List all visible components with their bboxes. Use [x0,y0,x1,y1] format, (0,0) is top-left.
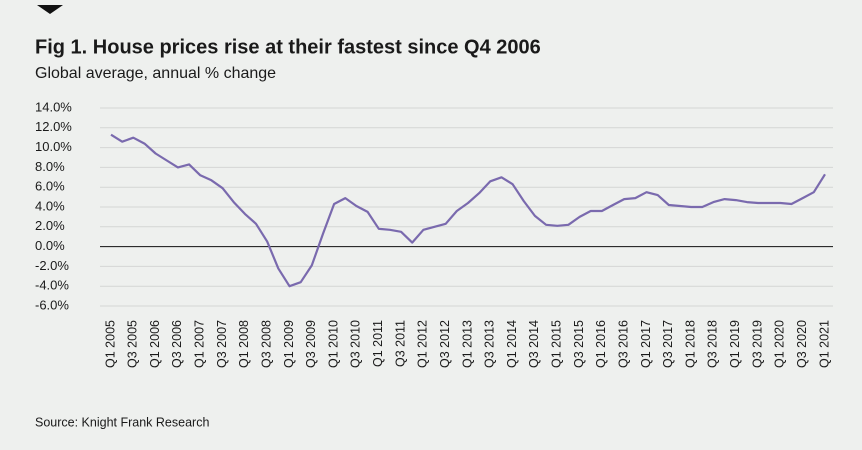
chart-subtitle: Global average, annual % change [35,65,276,82]
x-tick-label: Q1 2021 [817,320,831,368]
y-tick-label: 10.0% [35,139,72,154]
marker-triangle [37,5,63,14]
y-tick-label: 4.0% [35,198,65,213]
x-tick-label: Q3 2010 [349,320,363,368]
x-tick-label: Q1 2020 [773,320,787,368]
x-tick-label: Q3 2013 [483,320,497,368]
y-tick-label: 12.0% [35,119,72,134]
x-tick-label: Q1 2014 [505,320,519,368]
x-tick-label: Q1 2017 [639,320,653,368]
line [110,133,826,288]
x-tick-label: Q3 2016 [616,320,630,368]
x-tick-label: Q1 2009 [282,320,296,368]
x-tick-label: Q3 2015 [572,320,586,368]
x-tick-label: Q1 2005 [103,320,117,368]
y-tick-label: 6.0% [35,179,65,194]
x-tick-label: Q1 2011 [371,320,385,367]
x-tick-label: Q1 2015 [550,320,564,368]
x-tick-label: Q3 2009 [304,320,318,368]
x-tick-label: Q3 2011 [393,320,407,367]
x-tick-label: Q3 2017 [661,320,675,368]
x-tick-label: Q3 2014 [527,320,541,368]
x-tick-label: Q1 2019 [728,320,742,368]
x-tick-label: Q3 2020 [795,320,809,368]
y-tick-label: 8.0% [35,159,65,174]
y-tick-label: -2.0% [35,258,69,273]
x-tick-label: Q3 2008 [259,320,273,368]
x-tick-label: Q1 2018 [683,320,697,368]
y-tick-label: 2.0% [35,218,65,233]
x-tick-label: Q1 2007 [193,320,207,368]
y-tick-label: 14.0% [35,99,72,114]
x-tick-label: Q3 2012 [438,320,452,368]
x-tick-label: Q1 2012 [416,320,430,368]
x-tick-label: Q3 2007 [215,320,229,368]
x-tick-label: Q3 2005 [126,320,140,368]
x-tick-label: Q1 2010 [326,320,340,368]
x-tick-label: Q3 2018 [706,320,720,368]
chart-title: Fig 1. House prices rise at their fastes… [35,36,541,58]
x-tick-label: Q1 2008 [237,320,251,368]
y-tick-label: -6.0% [35,297,69,312]
source: Source: Knight Frank Research [35,415,209,429]
x-tick-label: Q1 2006 [148,320,162,368]
x-tick-label: Q1 2016 [594,320,608,368]
y-tick-label: -4.0% [35,278,69,293]
x-tick-label: Q3 2019 [750,320,764,368]
y-tick-label: 0.0% [35,238,65,253]
x-tick-label: Q3 2006 [170,320,184,368]
x-tick-label: Q1 2013 [460,320,474,368]
